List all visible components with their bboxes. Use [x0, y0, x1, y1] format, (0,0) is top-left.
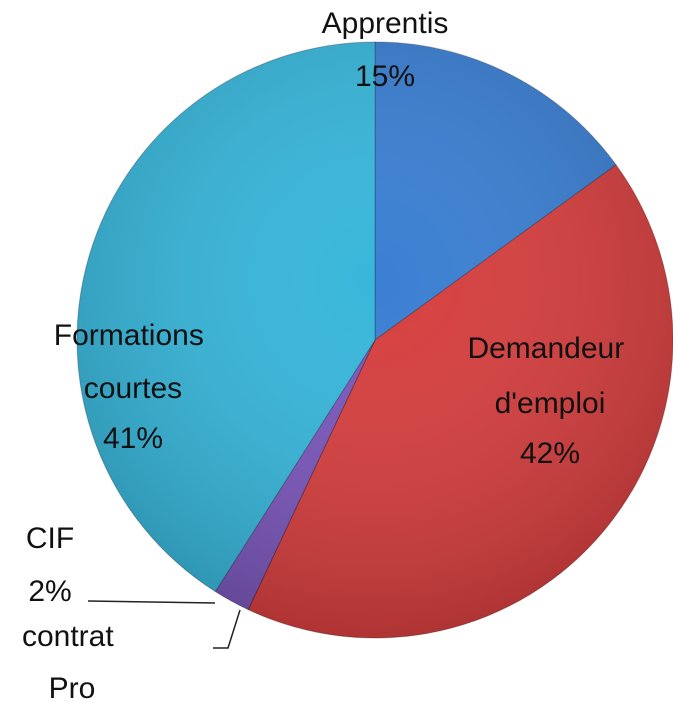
- category-label: Apprentis: [322, 7, 449, 40]
- value-label: 15%: [355, 60, 415, 93]
- category-label: CIF: [26, 522, 74, 555]
- value-label: 42%: [520, 437, 580, 470]
- leader-line: [213, 609, 241, 649]
- category-label: Formations courtes: [54, 319, 212, 405]
- value-label: 2%: [28, 575, 71, 608]
- leader-line: [87, 600, 216, 604]
- value-label: 41%: [103, 422, 163, 455]
- category-label: contrat Pro: [22, 620, 122, 703]
- category-label: Demandeur d'emploi: [467, 332, 632, 420]
